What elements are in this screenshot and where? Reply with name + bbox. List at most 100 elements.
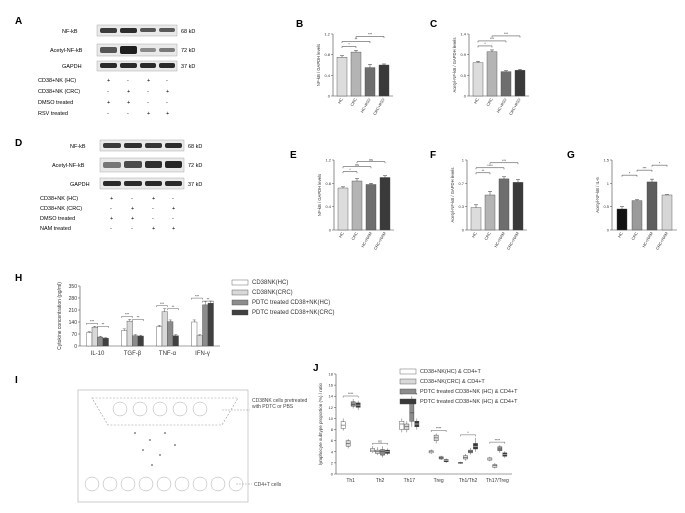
x-tick-label: HC+NAM	[360, 231, 373, 248]
significance-label: *	[348, 43, 350, 47]
significance-bracket	[121, 316, 133, 318]
significance-bracket	[156, 305, 168, 308]
legend-swatch	[231, 279, 249, 286]
legend-label: CD38NK(HC)	[252, 280, 288, 286]
panel-label-a: A	[15, 16, 22, 27]
x-tick-label: HC+RSV	[359, 97, 372, 114]
blot-d-mark: +	[110, 196, 113, 202]
significance-bracket	[430, 430, 447, 432]
legend-label: PDTC treated CD38+NK (HC) & CD4+T	[420, 389, 518, 395]
blot-d-mark: +	[172, 206, 175, 212]
blot-a-kd: 37 kD	[181, 64, 195, 70]
y-tick-label: 0.3	[458, 204, 464, 209]
y-tick-label: 0	[462, 228, 465, 233]
significance-bracket	[460, 434, 476, 437]
significance-label: ***	[368, 33, 373, 37]
panel-label-d: D	[15, 138, 22, 149]
box	[468, 449, 473, 454]
legend-swatch	[399, 388, 417, 395]
bar	[161, 311, 168, 347]
legend-swatch	[399, 378, 417, 385]
bar	[91, 326, 98, 347]
significance-label: *	[629, 171, 631, 175]
y-tick-label: 210	[69, 308, 78, 314]
significance-bracket	[651, 164, 668, 167]
blot-d-condition: DMSO treated	[40, 216, 75, 222]
bar	[126, 320, 133, 347]
blot-d-mark: +	[110, 216, 113, 222]
chart-e: 0 0.4 0.8 1.2 NF-kB / GAPDH levels HC CRC HC+NA…	[317, 158, 394, 251]
significance-label: ****	[487, 164, 493, 168]
blot-a-mark: -	[147, 100, 149, 106]
significance-label: ns	[378, 439, 382, 443]
blot-d-mark: -	[131, 196, 133, 202]
blot-a-mark: +	[127, 89, 130, 95]
blot-d-kd: 72 kD	[188, 163, 202, 169]
significance-label: *	[484, 42, 486, 46]
x-tick-label: CRC+NAM	[373, 231, 387, 251]
blot-d-band-label: GAPDH	[70, 182, 90, 188]
bar	[500, 71, 512, 97]
blot-a-mark: -	[147, 89, 149, 95]
bar	[470, 207, 482, 231]
x-tick-label: CRC	[630, 231, 639, 241]
x-tick-label: Th17	[404, 478, 416, 484]
x-tick-label: HC	[338, 231, 345, 239]
x-tick-label: HC	[473, 97, 480, 105]
x-tick-label: HC	[617, 231, 624, 239]
x-tick-label: TGF-β	[124, 351, 142, 357]
significance-bracket	[356, 161, 386, 164]
panel-label-h: H	[15, 273, 22, 284]
y-axis-label: Acetyl-NF-kB / GAPDH levels	[450, 168, 455, 223]
legend-label: CD38+NK(HC) & CD4+T	[420, 369, 481, 375]
significance-bracket	[491, 35, 521, 38]
blot-a-condition: RSV treated	[38, 111, 68, 117]
blot-d-kd: 37 kD	[188, 182, 202, 188]
blot-d-condition: NAM treated	[40, 226, 71, 232]
blot-a-band-label: GAPDH	[62, 64, 82, 70]
blot-a-band-label: Acetyl-NF-kB	[50, 48, 83, 54]
chart-f: 0 0.3 0.7 1 Acetyl-NF-kB / GAPDH levels HC CRC…	[450, 158, 527, 251]
bar	[351, 180, 363, 231]
insert-label: CD38NK cells pretreated with PDTC or PBS	[252, 398, 308, 411]
y-tick-label: 0.5	[603, 204, 609, 209]
y-tick-label: 280	[69, 296, 78, 302]
legend-label: CD38+NK(CRC) & CD4+T	[420, 379, 485, 385]
significance-bracket	[489, 441, 506, 444]
chart-j: 0 2 4 6 8 10 12 14 16 18 lymphocyte subtype propor…	[318, 368, 518, 484]
blot-a-kd: 72 kD	[181, 48, 195, 54]
blot-a-mark: +	[127, 100, 130, 106]
significance-label: ***	[642, 166, 647, 170]
significance-label: **	[207, 297, 210, 301]
significance-label: **	[355, 38, 358, 42]
blot-d-condition: CD38+NK (HC)	[40, 196, 78, 202]
bar	[86, 332, 93, 347]
x-tick-label: HC	[337, 97, 344, 105]
y-tick-label: 0.9	[460, 52, 466, 57]
y-axis-label: Acetyl-NF-kB / IL-6	[595, 177, 600, 213]
x-tick-label: Th2	[376, 478, 385, 484]
significance-bracket	[372, 443, 388, 445]
x-tick-label: CRC+NAM	[506, 231, 520, 251]
significance-bracket	[342, 171, 358, 174]
significance-bracket	[191, 297, 203, 300]
x-tick-label: CRC+RSV	[508, 97, 522, 116]
y-tick-label: 0.8	[325, 181, 331, 186]
significance-bracket	[167, 308, 179, 311]
bar	[514, 70, 526, 97]
bar	[631, 200, 643, 231]
y-tick-label: 14	[329, 394, 334, 399]
blot-d-mark: -	[152, 206, 154, 212]
bar	[484, 194, 496, 231]
x-tick-label: HC+NAM	[641, 231, 654, 248]
y-tick-label: 12	[329, 405, 334, 410]
y-tick-label: 16	[329, 383, 334, 388]
x-tick-label: HC+NAM	[493, 231, 506, 248]
x-tick-label: IFN-γ	[195, 351, 210, 357]
blot-a-band-label: NF-kB	[62, 29, 78, 35]
x-tick-label: CRC	[350, 231, 359, 241]
box	[380, 449, 385, 456]
blot-a-mark: -	[107, 89, 109, 95]
